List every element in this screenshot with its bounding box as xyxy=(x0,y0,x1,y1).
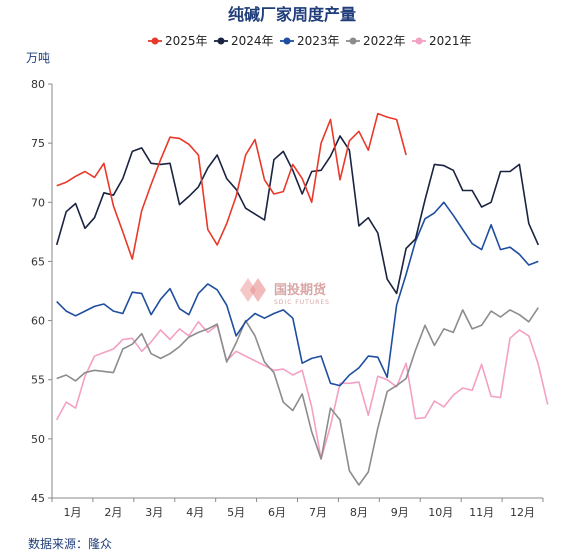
x-tick-label: 7月 xyxy=(309,506,327,519)
watermark-logo xyxy=(240,278,266,302)
x-tick-label: 2月 xyxy=(104,506,122,519)
legend-marker xyxy=(151,37,159,45)
y-tick-label: 60 xyxy=(31,315,45,328)
x-tick-label: 10月 xyxy=(428,506,453,519)
x-tick-label: 12月 xyxy=(510,506,535,519)
legend-item-2024: 2024年 xyxy=(214,34,274,48)
legend-label: 2022年 xyxy=(363,34,406,48)
legend-item-2025: 2025年 xyxy=(148,34,208,48)
legend-item-2022: 2022年 xyxy=(346,34,406,48)
watermark-name: 国投期货 xyxy=(274,282,326,298)
series-line-2023 xyxy=(56,201,539,387)
axes: 45 50 55 60 65 70 75 80 1月 2月 3月 4月 5月 6月 7月 8月 9月 10月 11月… xyxy=(31,78,544,519)
chart-title: 纯碱厂家周度产量 xyxy=(228,5,356,24)
x-tick-label: 8月 xyxy=(350,506,368,519)
x-tick-label: 3月 xyxy=(145,506,163,519)
watermark: 国投期货 SDIC FUTURES xyxy=(240,278,330,306)
legend-label: 2023年 xyxy=(297,34,340,48)
watermark-sub: SDIC FUTURES xyxy=(274,299,330,306)
y-tick-label: 50 xyxy=(31,433,45,446)
x-tick-label: 4月 xyxy=(186,506,204,519)
legend-marker xyxy=(415,37,423,45)
y-tick-label: 80 xyxy=(31,78,45,91)
legend-item-2023: 2023年 xyxy=(280,34,340,48)
series-line-2024 xyxy=(55,135,540,295)
series-line-2022 xyxy=(56,307,539,486)
legend-item-2021: 2021年 xyxy=(412,34,472,48)
legend-label: 2024年 xyxy=(231,34,274,48)
y-tick-label: 75 xyxy=(31,137,45,150)
legend: 2025年 2024年 2023年 2022年 2021年 xyxy=(148,34,472,48)
legend-label: 2025年 xyxy=(165,34,208,48)
legend-marker xyxy=(217,37,225,45)
series-lines xyxy=(55,112,549,486)
x-tick-label: 1月 xyxy=(63,506,81,519)
x-tick-label: 11月 xyxy=(469,506,494,519)
x-tick-label: 9月 xyxy=(391,506,409,519)
y-tick-label: 65 xyxy=(31,255,45,268)
series-line-2021 xyxy=(55,320,549,460)
series-line-2025 xyxy=(56,112,407,260)
data-source: 数据来源：隆众 xyxy=(28,536,112,551)
y-axis-unit: 万吨 xyxy=(26,51,50,65)
y-tick-label: 55 xyxy=(31,374,45,387)
x-tick-label: 6月 xyxy=(268,506,286,519)
legend-marker xyxy=(349,37,357,45)
y-tick-label: 70 xyxy=(31,196,45,209)
legend-marker xyxy=(283,37,291,45)
y-tick-label: 45 xyxy=(31,492,45,505)
legend-label: 2021年 xyxy=(429,34,472,48)
x-tick-label: 5月 xyxy=(227,506,245,519)
